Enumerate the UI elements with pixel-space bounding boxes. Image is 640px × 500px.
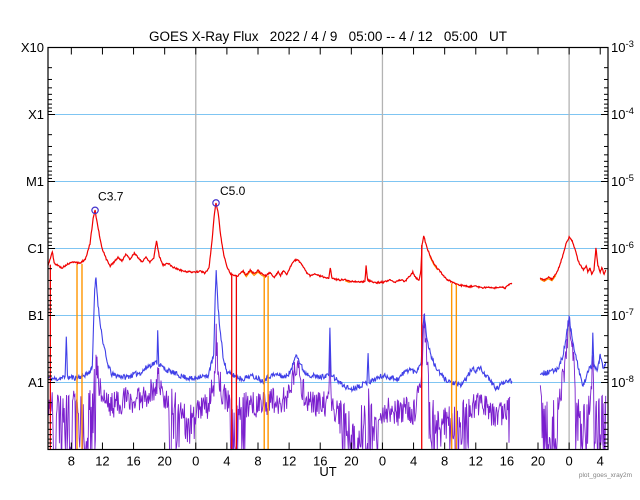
exponent-value: -5 <box>625 173 633 184</box>
y-axis-label-left: C1 <box>27 241 44 256</box>
y-axis-label-right: 10-3 <box>611 39 634 55</box>
x-tick-label: 0 <box>565 454 572 469</box>
exponent-value: -7 <box>625 307 633 318</box>
y-axis-label-right: 10-7 <box>611 307 634 323</box>
y-axis-label-right: 10-5 <box>611 173 634 189</box>
exponent-value: -8 <box>625 374 633 385</box>
flare-annotation-label: C3.7 <box>98 189 124 203</box>
x-tick-label: 12 <box>95 454 109 469</box>
x-tick-label: 20 <box>344 454 358 469</box>
axis-labels: 8 12 16 20 0 4 8 12 16 20 0 4 8 12 16 20 0 4 X10 X1 M1 C1 B1 A1… <box>21 39 634 469</box>
flare-annotation-label: C5.0 <box>220 184 246 198</box>
gridlines <box>48 114 608 383</box>
x-tick-label: 16 <box>313 454 327 469</box>
x-tick-label: 8 <box>441 454 448 469</box>
y-axis-label-left: B1 <box>28 308 44 323</box>
y-axis-label-left: A1 <box>28 375 44 390</box>
credit-text: plot_goes_xray2m <box>578 472 632 479</box>
y-axis-label-right: 10-6 <box>611 240 634 256</box>
x-tick-label: 16 <box>126 454 140 469</box>
y-axis-label-left: X10 <box>21 40 44 55</box>
x-tick-label: 16 <box>500 454 514 469</box>
data-series <box>47 202 607 451</box>
x-tick-label: 0 <box>379 454 386 469</box>
y-axis-label-left: M1 <box>26 174 44 189</box>
flare-annotations: C3.7 C5.0 <box>91 184 246 215</box>
flare-marker-circle <box>91 206 99 215</box>
x-tick-label: 12 <box>282 454 296 469</box>
x-tick-label: 4 <box>597 454 604 469</box>
x-axis-title: UT <box>319 464 337 479</box>
exponent-mantissa: 10 <box>611 40 625 55</box>
y-axis-label-right: 10-8 <box>611 374 634 390</box>
short-xray-0.5-4A-curve <box>47 270 607 393</box>
x-tick-label: 12 <box>469 454 483 469</box>
exponent-mantissa: 10 <box>611 107 625 122</box>
secondary-long-xray-overlay <box>242 270 267 278</box>
x-tick-label: 8 <box>68 454 75 469</box>
y-axis-label-left: X1 <box>28 107 44 122</box>
exponent-mantissa: 10 <box>611 174 625 189</box>
exponent-mantissa: 10 <box>611 308 625 323</box>
y-axis-label-right: 10-4 <box>611 106 634 122</box>
x-tick-label: 4 <box>410 454 417 469</box>
x-tick-label: 4 <box>223 454 230 469</box>
exponent-mantissa: 10 <box>611 375 625 390</box>
secondary-long-xray-overlay <box>344 280 351 284</box>
long-xray-1-8A-curve <box>47 202 607 290</box>
exponent-value: -4 <box>625 106 633 117</box>
exponent-value: -3 <box>625 39 633 50</box>
secondary-short-xray-curve <box>47 313 607 451</box>
exponent-mantissa: 10 <box>611 241 625 256</box>
day-boundary-lines <box>195 47 570 450</box>
x-tick-label: 20 <box>531 454 545 469</box>
x-tick-label: 20 <box>157 454 171 469</box>
exponent-value: -6 <box>625 240 633 251</box>
x-tick-label: 0 <box>192 454 199 469</box>
axis-ticks <box>48 47 608 450</box>
chart-title: GOES X-Ray Flux 2022 / 4 / 9 05:00 -- 4 … <box>149 29 507 44</box>
x-tick-label: 8 <box>254 454 261 469</box>
flare-marker-circle <box>212 199 220 207</box>
